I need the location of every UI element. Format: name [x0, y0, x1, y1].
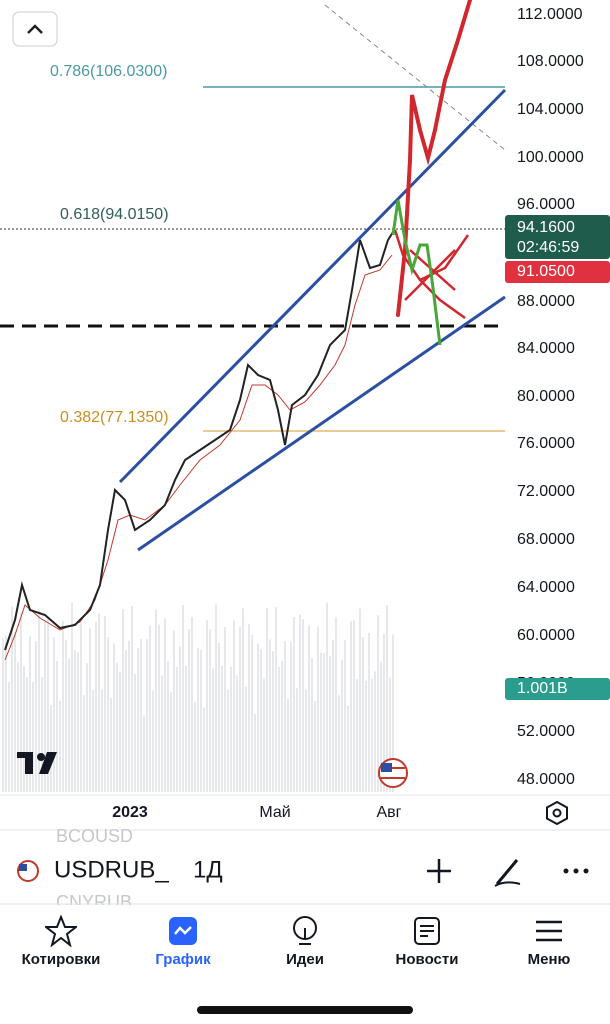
drawing [396, 0, 472, 317]
add-button[interactable] [427, 859, 451, 883]
trend-line [324, 4, 506, 151]
draw-button[interactable] [494, 859, 521, 887]
nav-label: График [155, 951, 211, 968]
price-label: 76.0000 [517, 435, 575, 452]
price-label: 52.0000 [517, 723, 575, 740]
price-tag [505, 261, 610, 283]
ticker[interactable]: USDRUB_ [54, 856, 169, 883]
settings-button[interactable] [546, 800, 568, 826]
volume-label: 1.001B [517, 680, 568, 697]
price-label: 68.0000 [517, 531, 575, 548]
moving-average [4, 254, 393, 661]
nav-label: Новости [395, 951, 459, 968]
nav-item[interactable]: Идеи [244, 915, 366, 968]
price-label: 88.0000 [517, 293, 575, 310]
nav-label: Котировки [21, 951, 101, 968]
price-label: 80.0000 [517, 388, 575, 405]
nav-item[interactable]: График [122, 915, 244, 968]
home-indicator [197, 1006, 413, 1014]
chart: 0.786(106.0300) 0.618(94.0150) 0.382(77.… [0, 0, 610, 905]
ghost-symbol: CNYRUB [56, 892, 132, 905]
drawing [391, 199, 442, 346]
price-label: 72.0000 [517, 483, 575, 500]
settings-icon [552, 808, 562, 818]
menu-icon [536, 920, 562, 942]
flag-icon [378, 758, 408, 788]
nav-label: Меню [527, 951, 571, 968]
star-icon [45, 915, 77, 947]
time-label: Май [259, 804, 290, 821]
channel-line [137, 295, 506, 552]
price-label: 64.0000 [517, 579, 575, 596]
fib-label: 0.786(106.0300) [50, 63, 167, 80]
nav-item[interactable]: Новости [366, 915, 488, 968]
volume-bars [2, 602, 394, 792]
price-label: 48.0000 [517, 771, 575, 788]
price-label: 112.0000 [517, 6, 583, 23]
ghost-symbol: BCOUSD [56, 826, 133, 846]
channel-line [118, 88, 507, 484]
time-label: 2023 [112, 804, 148, 821]
symbol-flag [17, 860, 39, 882]
price-line [4, 231, 394, 651]
bulb-icon [293, 916, 317, 945]
chevron-icon [27, 24, 43, 34]
price-axis: 112.0000 108.0000 104.0000 100.0000 96.0… [517, 6, 584, 788]
fib-label: 0.382(77.1350) [60, 409, 169, 426]
price-label: 96.0000 [517, 196, 575, 213]
countdown: 02:46:59 [517, 239, 579, 256]
price-label: 104.0000 [517, 101, 584, 118]
nav-item[interactable]: Меню [488, 915, 610, 968]
fib-label: 0.618(94.0150) [60, 206, 169, 223]
more-button[interactable] [563, 868, 589, 874]
price-label: 100.0000 [517, 149, 584, 166]
last-price-tag [505, 215, 610, 259]
last-price: 94.1600 [517, 219, 575, 236]
chart-icon [169, 917, 197, 945]
news-icon [414, 917, 440, 945]
price-label: 84.0000 [517, 340, 575, 357]
nav-label: Идеи [286, 951, 324, 968]
logo [17, 752, 57, 774]
price-label: 108.0000 [517, 53, 584, 70]
drawing [419, 234, 470, 282]
price-label: 60.0000 [517, 627, 575, 644]
price-tag-label: 91.0500 [517, 263, 575, 280]
volume-tag [505, 678, 610, 700]
time-label: Авг [376, 804, 401, 821]
collapse-button[interactable] [12, 11, 58, 47]
nav-item[interactable]: Котировки [0, 915, 122, 968]
interval[interactable]: 1Д [193, 856, 223, 883]
